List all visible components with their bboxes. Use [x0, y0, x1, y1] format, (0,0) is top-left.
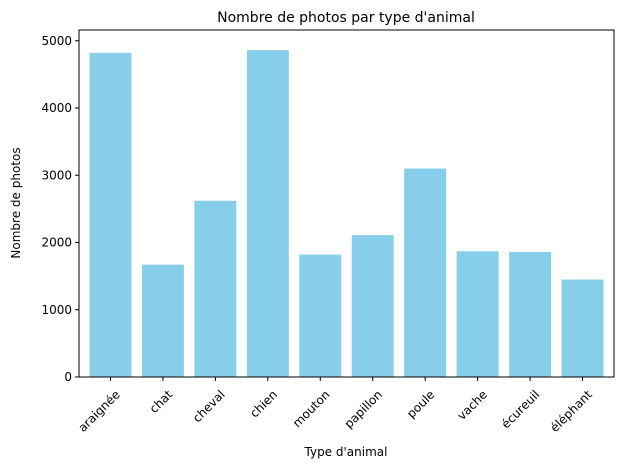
x-tick-label: araignée	[75, 387, 122, 434]
chart-title: Nombre de photos par type d'animal	[217, 10, 475, 26]
x-tick-label: chat	[147, 387, 176, 416]
bar-2	[194, 200, 237, 377]
y-axis-label: Nombre de photos	[9, 147, 23, 258]
bar-6	[404, 168, 447, 377]
x-tick-label: poule	[404, 387, 437, 420]
y-tick-label: 1000	[41, 303, 72, 317]
bar-7	[456, 251, 499, 377]
x-tick-label: chien	[247, 387, 280, 420]
bar-9	[561, 279, 604, 377]
y-tick-label: 3000	[41, 168, 72, 182]
bar-1	[141, 264, 184, 377]
y-axis: 0 1000 2000 3000 4000 5000	[41, 34, 79, 384]
y-tick-label: 2000	[41, 236, 72, 250]
bar-5	[351, 235, 394, 377]
bar-8	[509, 251, 552, 377]
plot-frame	[78, 29, 615, 378]
bars-layer	[89, 50, 604, 378]
x-tick-label: cheval	[190, 387, 228, 425]
x-tick-label: éléphant	[547, 387, 595, 435]
x-axis-label: Type d'animal	[304, 445, 388, 459]
bar-4	[299, 254, 342, 377]
bar-0	[89, 52, 132, 378]
x-axis: araignée chat cheval chien mouton papillon pou…	[75, 377, 595, 435]
x-tick-label: mouton	[290, 387, 333, 430]
bar-3	[246, 50, 289, 378]
x-tick-label: papillon	[342, 387, 386, 431]
x-tick-label: vache	[455, 387, 490, 422]
y-tick-label: 4000	[41, 101, 72, 115]
y-tick-label: 0	[64, 370, 72, 384]
y-tick-label: 5000	[41, 34, 72, 48]
x-tick-label: écureuil	[499, 387, 543, 431]
